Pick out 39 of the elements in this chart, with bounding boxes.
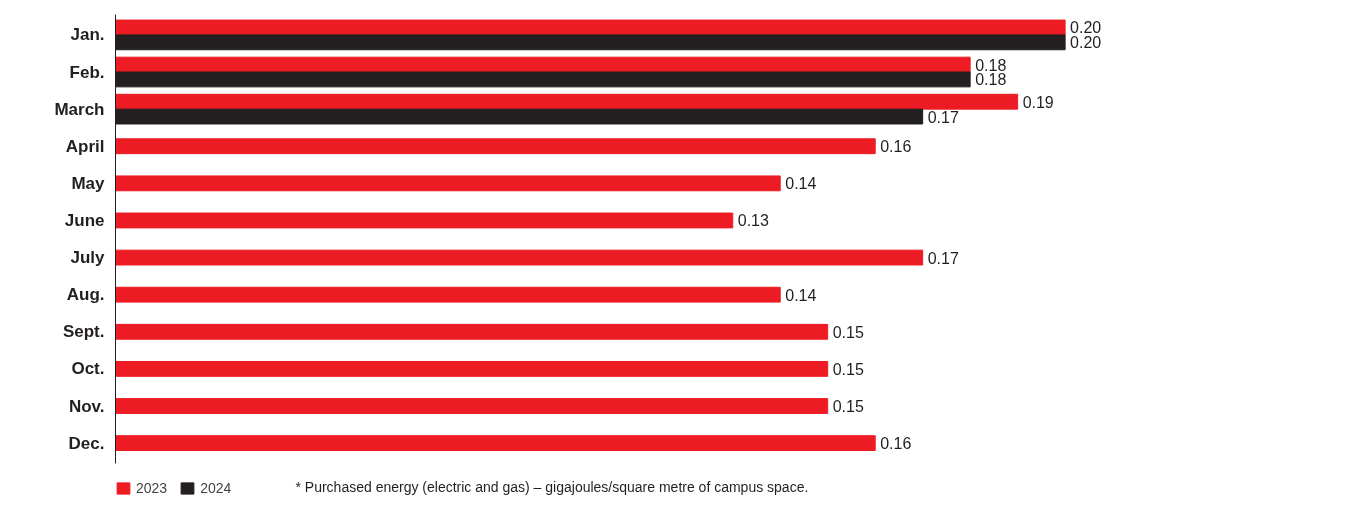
y-tick-label: June	[64, 210, 105, 230]
y-tick-label: Dec.	[68, 433, 105, 453]
y-tick-label: Oct.	[71, 359, 105, 379]
legend-label: 2023	[136, 480, 168, 496]
bar	[115, 249, 924, 266]
bar	[115, 212, 734, 229]
data-label: 0.18	[975, 71, 1007, 89]
y-tick-label: May	[71, 173, 106, 193]
data-label: 0.14	[785, 286, 817, 304]
y-tick-label: Nov.	[68, 396, 105, 416]
data-label: 0.16	[880, 435, 912, 453]
bar	[115, 398, 829, 414]
data-label: 0.20	[1070, 34, 1102, 52]
data-label: 0.15	[832, 360, 864, 378]
y-tick-label: July	[70, 248, 106, 268]
data-label: 0.19	[1022, 93, 1054, 111]
data-label: 0.15	[832, 323, 864, 341]
y-tick-label: Aug.	[66, 285, 105, 305]
bar	[115, 360, 829, 377]
bar	[115, 175, 781, 192]
bar	[115, 435, 876, 452]
bar	[115, 323, 829, 340]
y-tick-label: Sept.	[62, 322, 105, 342]
data-label: 0.17	[927, 249, 959, 267]
data-label: 0.20	[1070, 19, 1102, 37]
data-label: 0.17	[927, 108, 959, 126]
data-label: 0.18	[975, 56, 1007, 74]
data-label: 0.15	[832, 398, 864, 416]
y-tick-label: Jan.	[70, 25, 105, 45]
y-tick-label: April	[65, 136, 105, 156]
bar	[115, 138, 876, 155]
legend-label: 2024	[200, 480, 232, 496]
data-label: 0.14	[785, 175, 817, 193]
data-label: 0.16	[880, 138, 912, 156]
bar	[115, 286, 781, 303]
y-tick-label: Feb.	[69, 62, 105, 82]
y-tick-label: March	[54, 99, 105, 119]
text: * Purchased energy (electric and gas) – gigajoules/square metre of campus space.	[295, 478, 809, 495]
data-label: 0.13	[737, 212, 769, 230]
